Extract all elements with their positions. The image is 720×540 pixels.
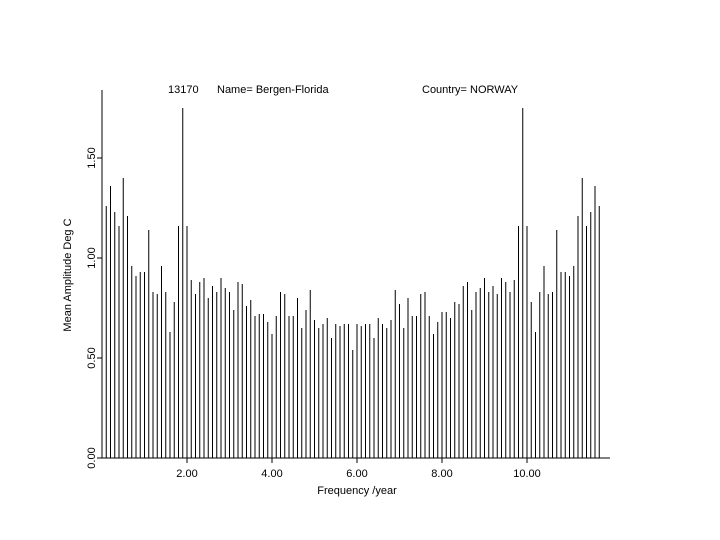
x-ticks-group: 2.00 4.00 6.00 8.00 10.00 <box>176 458 541 480</box>
y-tick-label: 1.50 <box>86 147 98 168</box>
y-tick-label: 0.00 <box>86 447 98 468</box>
y-tick-label: 1.00 <box>86 247 98 268</box>
x-tick-label: 10.00 <box>513 468 541 480</box>
x-tick-label: 8.00 <box>431 468 452 480</box>
y-tick-label: 0.50 <box>86 347 98 368</box>
country-label: Country= NORWAY <box>422 84 519 96</box>
x-axis-title: Frequency /year <box>317 485 397 497</box>
bars-group <box>101 90 600 458</box>
x-tick-label: 4.00 <box>261 468 282 480</box>
x-tick-label: 2.00 <box>176 468 197 480</box>
y-axis-title: Mean Amplitude Deg C <box>62 218 74 331</box>
x-tick-label: 6.00 <box>346 468 367 480</box>
station-id: 13170 <box>168 84 199 96</box>
station-name: Name= Bergen-Florida <box>217 84 329 96</box>
y-ticks-group: 0.00 0.50 1.00 1.50 <box>86 147 102 469</box>
